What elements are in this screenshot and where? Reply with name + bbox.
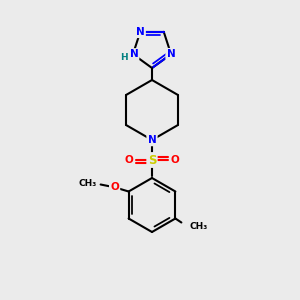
Text: H: H — [120, 53, 128, 62]
Text: N: N — [148, 135, 156, 145]
Text: N: N — [130, 49, 138, 59]
Text: O: O — [124, 155, 134, 165]
Text: N: N — [136, 27, 145, 37]
Text: CH₃: CH₃ — [189, 222, 208, 231]
Text: O: O — [171, 155, 179, 165]
Text: O: O — [110, 182, 119, 193]
Text: CH₃: CH₃ — [78, 179, 97, 188]
Text: N: N — [167, 49, 176, 59]
Text: S: S — [148, 154, 156, 166]
